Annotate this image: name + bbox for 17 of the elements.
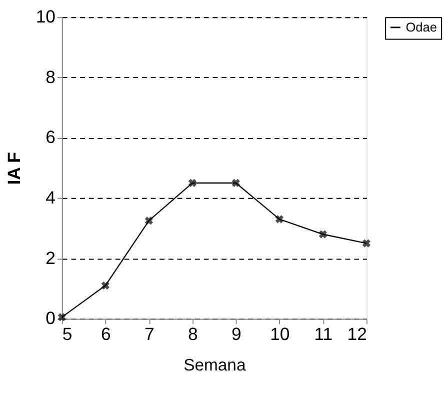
x-tick-label: 10 — [270, 324, 290, 344]
y-tick-label: 6 — [46, 127, 56, 148]
x-axis-title: Semana — [184, 355, 246, 374]
x-tick-label: 7 — [144, 324, 154, 344]
x-tick-label: 9 — [231, 324, 242, 344]
y-tick-label: 8 — [46, 66, 56, 87]
x-tick-label: 11 — [314, 324, 333, 344]
y-tick-label: 0 — [46, 308, 56, 328]
x-tick-label: 12 — [347, 324, 367, 344]
x-tick-label: 6 — [100, 324, 111, 344]
legend-label: Odae — [406, 19, 437, 34]
x-tick-label: 8 — [188, 324, 198, 344]
y-tick-label: 2 — [46, 248, 56, 268]
x-tick-label: 5 — [62, 324, 72, 344]
y-tick-label: 4 — [46, 187, 56, 208]
y-tick-label: 10 — [36, 6, 56, 27]
y-axis-title: IA F — [4, 152, 24, 185]
